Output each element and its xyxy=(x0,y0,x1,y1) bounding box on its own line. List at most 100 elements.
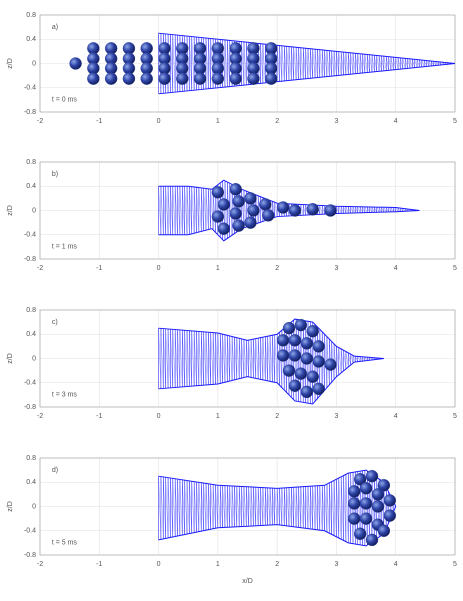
mesh-line xyxy=(386,207,388,212)
mesh-line xyxy=(282,488,284,526)
particle xyxy=(247,205,259,217)
particle xyxy=(259,198,271,210)
mesh-line xyxy=(291,487,293,526)
y-axis-label: z/D xyxy=(7,58,14,69)
panel-label: a) xyxy=(52,24,58,31)
mesh-line xyxy=(275,202,277,216)
y-tick-label: 0.4 xyxy=(26,331,36,338)
particle xyxy=(233,195,245,207)
mesh-line xyxy=(355,356,357,362)
y-tick-label: -0.8 xyxy=(24,109,36,116)
particle xyxy=(212,211,224,223)
particle xyxy=(277,349,289,361)
envelope-line xyxy=(159,359,384,404)
particle xyxy=(313,340,325,352)
x-tick-label: 0 xyxy=(157,561,161,568)
mesh-line xyxy=(306,486,308,528)
x-tick-label: 2 xyxy=(275,118,279,125)
particle xyxy=(244,192,256,204)
y-axis-label: z/D xyxy=(7,205,14,216)
time-label: t = 0 ms xyxy=(52,97,78,104)
particle xyxy=(176,73,188,85)
mesh-line xyxy=(391,207,393,211)
y-tick-label: -0.4 xyxy=(24,232,36,239)
y-tick-label: 0.4 xyxy=(26,36,36,43)
x-tick-label: 1 xyxy=(216,413,220,420)
x-tick-label: 3 xyxy=(334,561,338,568)
mesh-line xyxy=(372,207,374,212)
mesh-line xyxy=(303,205,305,216)
mesh-line xyxy=(301,487,303,528)
mesh-line xyxy=(303,487,305,529)
particle xyxy=(265,73,277,85)
x-tick-label: 5 xyxy=(453,118,457,125)
particle xyxy=(233,220,245,232)
mesh-line xyxy=(197,482,199,532)
particle xyxy=(366,470,378,482)
mesh-line xyxy=(346,474,348,543)
mesh-line xyxy=(320,486,322,531)
particle xyxy=(354,528,366,540)
mesh-line xyxy=(185,480,187,534)
mesh-line xyxy=(360,357,362,362)
mesh-line xyxy=(346,206,348,213)
y-tick-label: 0.8 xyxy=(26,307,36,314)
x-tick-label: 1 xyxy=(216,561,220,568)
mesh-line xyxy=(339,478,341,539)
mesh-line xyxy=(208,189,210,229)
mesh-line xyxy=(393,207,395,211)
mesh-line xyxy=(159,476,161,539)
mesh-line xyxy=(332,482,334,536)
mesh-line xyxy=(168,478,170,538)
mesh-line xyxy=(348,206,350,213)
y-tick-label: -0.4 xyxy=(24,380,36,387)
time-label: t = 1 ms xyxy=(52,244,78,251)
particle xyxy=(70,58,82,70)
mesh-line xyxy=(315,486,317,530)
mesh-line xyxy=(363,207,365,213)
particle xyxy=(307,203,319,215)
mesh-line xyxy=(180,479,182,535)
mesh-line xyxy=(358,356,360,361)
mesh-line xyxy=(310,486,312,529)
mesh-line xyxy=(199,188,201,232)
x-tick-label: 1 xyxy=(216,118,220,125)
mesh-line xyxy=(296,487,298,527)
y-tick-label: 0 xyxy=(32,60,36,67)
particle xyxy=(289,380,301,392)
mesh-line xyxy=(379,207,381,212)
x-tick-label: -1 xyxy=(96,265,102,272)
particle xyxy=(230,208,242,220)
particle xyxy=(277,201,289,213)
particle xyxy=(87,73,99,85)
particle xyxy=(307,325,319,337)
mesh-line xyxy=(348,353,350,365)
particle xyxy=(295,319,307,331)
y-tick-label: -0.8 xyxy=(24,256,36,263)
mesh-line xyxy=(317,486,319,530)
particle xyxy=(325,205,337,217)
mesh-line xyxy=(346,352,348,367)
particle xyxy=(105,73,117,85)
particle xyxy=(244,217,256,229)
y-tick-label: 0.8 xyxy=(26,455,36,462)
particle xyxy=(247,73,259,85)
panel-label: b) xyxy=(52,171,58,178)
particle xyxy=(295,368,307,380)
particle xyxy=(159,73,171,85)
mesh-line xyxy=(325,485,327,532)
x-tick-label: 2 xyxy=(275,265,279,272)
x-tick-label: 4 xyxy=(394,413,398,420)
x-tick-label: 4 xyxy=(394,265,398,272)
mesh-line xyxy=(173,478,175,536)
particle xyxy=(378,525,390,537)
mesh-line xyxy=(344,350,346,369)
particle xyxy=(301,353,313,365)
mesh-line xyxy=(358,207,360,213)
particle xyxy=(384,494,396,506)
mesh-line xyxy=(344,476,346,542)
particle xyxy=(262,209,274,221)
particle xyxy=(301,337,313,349)
envelope-line xyxy=(159,319,384,358)
